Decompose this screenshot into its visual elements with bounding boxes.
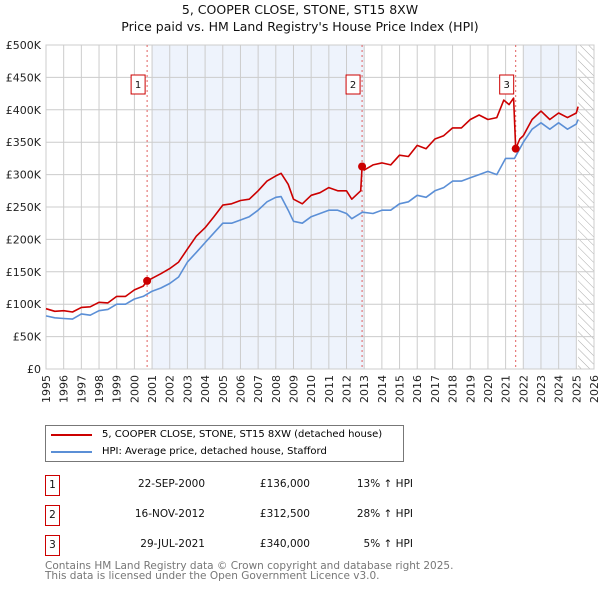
x-tick-label: 2023 [535,375,548,403]
sale-hpi-diff: 5% ↑ HPI [363,538,413,550]
x-tick-label: 2006 [234,375,247,403]
legend-label-hpi: HPI: Average price, detached house, Staf… [102,446,327,457]
x-tick-label: 2021 [500,375,513,403]
x-tick-label: 2026 [588,375,600,403]
legend-item-property: 5, COOPER CLOSE, STONE, ST15 8XW (detach… [51,429,382,440]
y-tick-label: £300K [6,169,42,182]
chart-title: 5, COOPER CLOSE, STONE, ST15 8XW [181,2,419,17]
sale-label: 3 [504,80,510,91]
x-tick-label: 2024 [553,375,566,403]
sale-label-box [345,74,361,95]
x-tick-label: 2010 [305,375,318,403]
x-tick-label: 1996 [58,375,71,403]
sale-hpi-diff: 13% ↑ HPI [356,478,413,490]
y-tick-label: £50K [13,331,42,344]
x-tick-label: 1997 [75,375,88,403]
y-tick-label: £450K [6,71,42,84]
x-tick-label: 2019 [464,375,477,403]
sale-point [143,276,152,285]
x-tick-label: 2018 [447,375,460,403]
sale-date: 22-SEP-2000 [137,478,205,490]
plot-area: 1995 1996 1997 1998 1999 2000 2001 2002 2003 2004… [6,39,600,403]
x-tick-label: 2013 [358,375,371,403]
sale-number: 2 [45,505,60,526]
legend-swatch-property [51,433,92,436]
sale-label: 1 [135,80,141,91]
x-tick-label: 2004 [199,375,212,403]
sale-point [358,162,367,171]
sale-hpi-diff: 28% ↑ HPI [356,508,413,520]
y-tick-label: £150K [6,266,42,279]
x-tick-label: 2016 [411,375,424,403]
y-tick-label: £400K [6,104,42,117]
y-tick-label: £250K [6,201,42,214]
x-tick-label: 1999 [111,375,124,403]
chart-subtitle: Price paid vs. HM Land Registry's House … [121,19,479,34]
x-tick-label: 1995 [40,375,53,403]
y-tick-label: £200K [6,233,42,246]
y-tick-label: £350K [6,136,42,149]
legend-item-hpi: HPI: Average price, detached house, Staf… [51,446,327,457]
sale-price: £136,000 [259,478,310,490]
x-tick-label: 1998 [93,375,106,403]
x-tick-label: 2020 [482,375,495,403]
sale-price: £312,500 [259,508,310,520]
series-line-property [45,97,579,313]
x-tick-label: 2025 [570,375,583,403]
sale-price: £340,000 [259,538,310,550]
series-line-hpi [45,119,579,320]
x-tick-label: 2008 [270,375,283,403]
x-tick-label: 2007 [252,375,265,403]
sale-label-box [499,74,515,95]
x-tick-label: 2011 [323,375,336,403]
x-tick-label: 2000 [128,375,141,403]
sale-label-box [130,74,146,95]
x-tick-label: 2003 [181,375,194,403]
legend: 5, COOPER CLOSE, STONE, ST15 8XW (detach… [45,425,404,462]
legend-label-property: 5, COOPER CLOSE, STONE, ST15 8XW (detach… [102,429,383,440]
sale-date: 16-NOV-2012 [134,508,205,520]
legend-swatch-hpi [51,450,92,453]
y-tick-label: £500K [6,39,42,52]
x-tick-label: 2009 [287,375,300,403]
sale-point [511,144,520,153]
x-tick-label: 2002 [164,375,177,403]
footer-copyright: Contains HM Land Registry data © Crown c… [45,560,454,572]
x-tick-label: 2014 [376,375,389,403]
sale-number: 3 [45,535,60,556]
y-tick-label: £0 [27,363,41,376]
x-tick-label: 2015 [394,375,407,403]
x-tick-label: 2001 [146,375,159,403]
x-tick-label: 2017 [429,375,442,403]
x-tick-label: 2005 [217,375,230,403]
sale-number: 1 [45,475,60,496]
plot-border [45,44,595,370]
y-tick-label: £100K [6,298,42,311]
sale-date: 29-JUL-2021 [140,538,205,550]
x-tick-label: 2012 [341,375,354,403]
sale-label: 2 [350,80,356,91]
x-tick-label: 2022 [517,375,530,403]
footer-licence: This data is licensed under the Open Gov… [45,570,380,582]
